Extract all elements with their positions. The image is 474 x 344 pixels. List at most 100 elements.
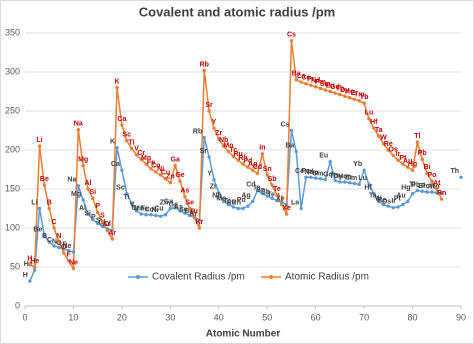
point — [163, 213, 168, 217]
point — [372, 126, 376, 130]
element-label: Ca — [111, 161, 120, 168]
point — [420, 189, 424, 194]
legend-label: Atomic Radius /pm — [285, 272, 369, 283]
point — [192, 216, 197, 220]
element-label: Cd — [253, 164, 262, 171]
element-label: Hg — [408, 161, 417, 168]
point — [260, 152, 265, 156]
point — [197, 226, 202, 230]
point — [304, 82, 308, 86]
element-label: Ge — [175, 172, 184, 179]
x-tick-label: 20 — [117, 312, 127, 322]
point — [183, 211, 187, 215]
element-label: Hf — [364, 185, 372, 192]
point — [401, 162, 405, 166]
element-label: Ir — [391, 198, 396, 205]
point — [347, 96, 352, 100]
element-label: Nd — [311, 78, 320, 85]
point — [202, 68, 206, 73]
element-label: Al — [79, 205, 86, 212]
point — [284, 212, 289, 216]
point — [343, 180, 347, 184]
point — [47, 206, 51, 211]
x-tick-label: 60 — [311, 312, 321, 322]
element-label: C — [52, 219, 57, 226]
point — [333, 91, 337, 95]
point — [28, 279, 32, 283]
point — [32, 268, 37, 272]
point — [246, 204, 250, 208]
element-label: Al — [84, 180, 91, 187]
point — [57, 245, 61, 250]
element-label: Sn — [263, 166, 272, 173]
element-label: B — [42, 233, 47, 240]
element-label: Mg — [71, 191, 81, 198]
point — [386, 204, 391, 208]
point — [280, 200, 284, 204]
element-label: Au — [396, 192, 405, 199]
element-label: Ti — [129, 139, 135, 146]
point — [309, 175, 313, 179]
element-label: C — [47, 237, 52, 244]
point — [246, 165, 250, 169]
element-label: W — [375, 195, 382, 202]
point — [318, 86, 323, 91]
point — [221, 199, 226, 204]
element-label: Zr — [210, 184, 217, 191]
x-tick-label: 50 — [262, 312, 272, 322]
element-label: F — [66, 252, 71, 259]
point — [95, 210, 100, 215]
element-label: Zr — [215, 130, 222, 137]
point — [338, 180, 342, 184]
y-tick-label: 150 — [5, 183, 20, 193]
point — [270, 196, 274, 201]
element-label: Cl — [104, 221, 111, 228]
point — [410, 168, 415, 172]
point — [376, 134, 381, 138]
point — [226, 149, 231, 154]
legend-label: Covalent Radius /pm — [152, 272, 245, 283]
point — [154, 170, 158, 174]
element-label: Sr — [200, 148, 208, 155]
element-label: Eu — [326, 82, 335, 89]
element-label: Bi — [418, 183, 425, 190]
point — [52, 226, 56, 230]
point — [250, 168, 255, 172]
element-label: Sb — [261, 189, 270, 196]
element-label: I — [281, 195, 283, 202]
element-label: Os — [389, 146, 398, 153]
point — [396, 205, 400, 209]
y-tick-label: 0 — [15, 300, 20, 310]
point — [323, 177, 328, 182]
element-label: Tm — [347, 175, 358, 182]
element-label: Rb — [193, 128, 202, 135]
point — [149, 167, 153, 171]
point — [309, 83, 313, 87]
element-label: In — [259, 145, 265, 152]
element-label: Si — [90, 189, 97, 196]
point — [391, 206, 395, 210]
point — [410, 191, 415, 196]
point — [71, 266, 76, 271]
point — [289, 128, 294, 133]
point — [62, 251, 66, 255]
point — [76, 128, 80, 132]
element-label: Tc — [224, 198, 232, 205]
point — [406, 165, 410, 169]
point — [91, 217, 95, 222]
point — [168, 181, 173, 185]
point — [343, 94, 347, 98]
element-label: Gd — [323, 171, 333, 178]
legend-marker — [136, 275, 140, 279]
element-label: Cu — [161, 170, 170, 177]
element-label: Ba — [292, 71, 301, 78]
point — [110, 237, 114, 241]
element-label: Sr — [205, 102, 213, 109]
point — [255, 171, 260, 176]
element-label: Pr — [307, 76, 315, 83]
element-label: Br — [191, 209, 199, 216]
element-label: Mn — [134, 206, 144, 213]
point — [396, 158, 400, 162]
element-label: Nd — [304, 169, 313, 176]
element-label: Kr — [190, 211, 198, 218]
